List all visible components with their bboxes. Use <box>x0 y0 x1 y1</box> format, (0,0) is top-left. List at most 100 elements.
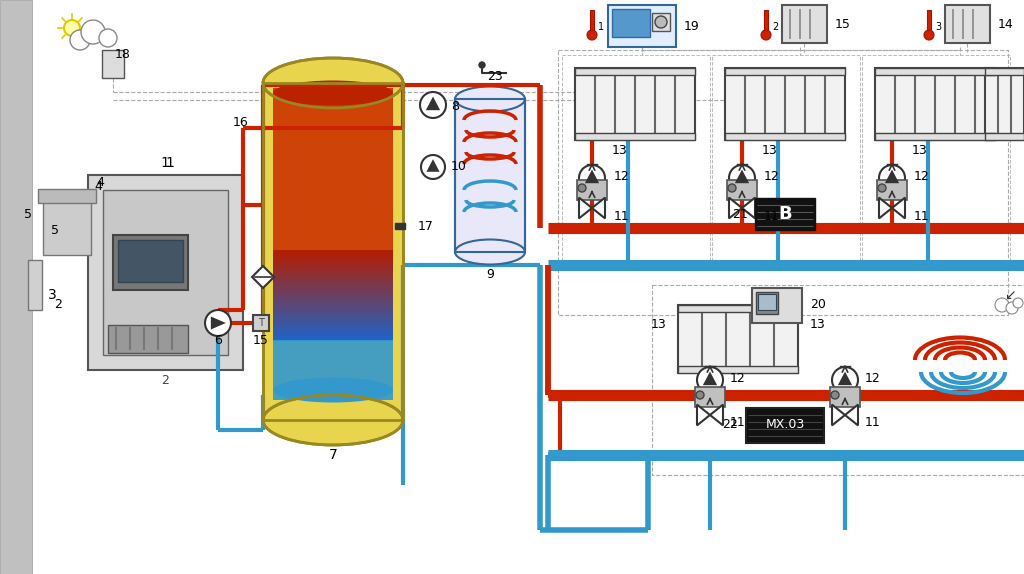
Text: MX.03: MX.03 <box>765 418 805 432</box>
Circle shape <box>578 184 586 192</box>
Polygon shape <box>579 197 592 218</box>
Bar <box>253 315 269 331</box>
Bar <box>273 257 393 262</box>
Circle shape <box>205 310 231 336</box>
Circle shape <box>579 165 605 191</box>
Text: 4: 4 <box>94 180 102 193</box>
Text: 20: 20 <box>810 298 826 312</box>
Polygon shape <box>885 169 899 183</box>
Polygon shape <box>879 197 892 218</box>
Circle shape <box>421 155 445 179</box>
Bar <box>273 307 393 312</box>
Bar <box>273 322 393 327</box>
Circle shape <box>729 165 755 191</box>
Text: 1: 1 <box>161 156 169 170</box>
Bar <box>273 289 393 294</box>
Bar <box>273 311 393 316</box>
Text: 10: 10 <box>451 161 467 173</box>
Polygon shape <box>252 266 274 288</box>
Text: 23: 23 <box>487 71 503 83</box>
Ellipse shape <box>263 395 403 445</box>
Bar <box>103 190 228 355</box>
Circle shape <box>420 92 446 118</box>
Bar <box>927 10 931 30</box>
Bar <box>273 304 393 309</box>
Text: 13: 13 <box>650 319 666 332</box>
Text: 5: 5 <box>51 223 59 236</box>
Polygon shape <box>845 405 858 425</box>
Text: 12: 12 <box>764 169 779 183</box>
Text: 1: 1 <box>166 156 174 170</box>
Bar <box>575 68 695 140</box>
Bar <box>102 50 124 78</box>
Text: 14: 14 <box>998 17 1014 30</box>
Circle shape <box>99 29 117 47</box>
Text: 11: 11 <box>730 417 745 429</box>
Bar <box>877 180 907 200</box>
Bar <box>608 5 676 47</box>
Text: 16: 16 <box>232 117 248 130</box>
Bar <box>678 366 798 373</box>
Text: 7: 7 <box>329 448 337 462</box>
Bar <box>273 253 393 258</box>
Text: 9: 9 <box>486 267 494 281</box>
Circle shape <box>70 30 90 50</box>
Bar <box>590 10 594 30</box>
Bar <box>108 325 188 353</box>
Bar <box>725 68 845 75</box>
Bar <box>273 336 393 341</box>
Bar <box>38 189 96 203</box>
Circle shape <box>655 16 667 28</box>
Text: 6: 6 <box>214 335 222 347</box>
Text: 21: 21 <box>732 207 748 220</box>
Bar <box>678 305 798 373</box>
Bar <box>874 133 995 140</box>
Bar <box>985 68 1024 75</box>
Text: 18: 18 <box>115 48 131 61</box>
Bar <box>273 275 393 280</box>
Text: 15: 15 <box>835 17 851 30</box>
Text: 11: 11 <box>764 210 779 223</box>
Bar <box>577 180 607 200</box>
Text: 12: 12 <box>730 371 745 385</box>
Bar <box>0 0 32 574</box>
Circle shape <box>879 165 905 191</box>
Text: ↙: ↙ <box>1005 288 1016 302</box>
Circle shape <box>479 62 485 68</box>
Ellipse shape <box>455 239 525 265</box>
Bar <box>118 240 183 282</box>
Text: 12: 12 <box>914 169 930 183</box>
Bar <box>273 318 393 323</box>
Bar <box>752 288 802 323</box>
Bar <box>273 268 393 273</box>
Ellipse shape <box>273 80 393 106</box>
Text: 12: 12 <box>614 169 630 183</box>
Circle shape <box>831 391 839 399</box>
Bar <box>273 264 393 269</box>
Text: 13: 13 <box>912 144 928 157</box>
Circle shape <box>878 184 886 192</box>
Polygon shape <box>585 169 599 183</box>
Bar <box>273 325 393 330</box>
Bar <box>263 83 403 420</box>
Circle shape <box>697 367 723 393</box>
Text: 11: 11 <box>865 417 881 429</box>
Text: 2: 2 <box>161 374 169 386</box>
Bar <box>113 235 188 290</box>
Bar <box>782 5 827 43</box>
Bar <box>874 68 995 140</box>
Bar <box>755 198 815 230</box>
Bar <box>273 332 393 337</box>
Bar <box>455 99 525 252</box>
Polygon shape <box>735 169 750 183</box>
Circle shape <box>587 30 597 40</box>
Polygon shape <box>729 197 742 218</box>
Text: 13: 13 <box>810 319 825 332</box>
Bar <box>273 300 393 305</box>
Bar <box>273 286 393 291</box>
Text: 2: 2 <box>772 22 778 32</box>
Circle shape <box>63 20 80 36</box>
Bar <box>575 68 695 75</box>
Bar <box>273 271 393 276</box>
Text: 19: 19 <box>684 20 699 33</box>
